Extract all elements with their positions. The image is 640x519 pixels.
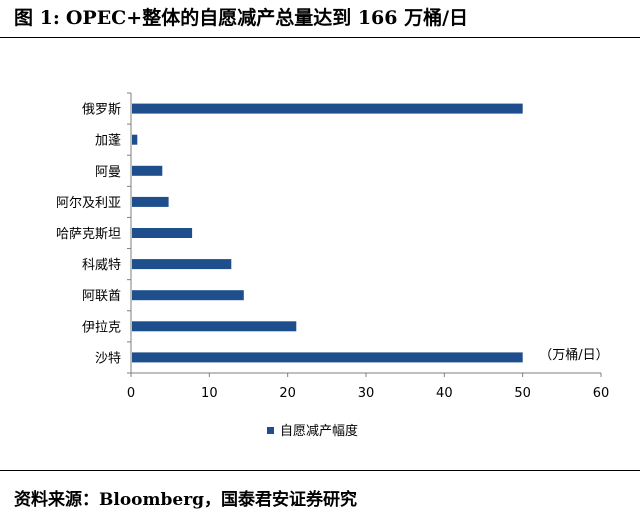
- bar: [132, 228, 193, 238]
- category-label: 哈萨克斯坦: [56, 227, 121, 242]
- unit-label: （万桶/日）: [539, 348, 608, 363]
- x-tick-label: 60: [593, 386, 610, 401]
- category-label: 阿尔及利亚: [56, 196, 121, 211]
- category-label: 加蓬: [95, 134, 121, 149]
- figure-title: 图 1: OPEC+整体的自愿减产总量达到 166 万桶/日: [0, 0, 640, 38]
- bar: [132, 352, 523, 363]
- category-label: 阿联酋: [82, 288, 121, 304]
- bar: [132, 290, 244, 301]
- x-tick-label: 30: [358, 386, 375, 401]
- bar: [132, 134, 138, 145]
- bar: [132, 165, 163, 176]
- category-label: 沙特: [95, 351, 121, 366]
- figure-label: 图 1:: [14, 7, 60, 29]
- x-tick-label: 10: [201, 386, 218, 401]
- figure-title-text: OPEC+整体的自愿减产总量达到 166 万桶/日: [65, 7, 469, 29]
- x-tick-label: 50: [514, 386, 531, 401]
- bar: [132, 196, 169, 207]
- category-label: 阿曼: [95, 165, 121, 180]
- legend-swatch: [267, 427, 274, 434]
- legend-label: 自愿减产幅度: [280, 423, 358, 439]
- category-label: 伊拉克: [82, 320, 121, 335]
- bar: [132, 321, 297, 332]
- x-tick-label: 20: [279, 386, 296, 401]
- x-tick-label: 0: [127, 386, 135, 401]
- x-tick-label: 40: [436, 386, 453, 401]
- bar: [132, 259, 232, 270]
- source-note: 资料来源：Bloomberg，国泰君安证券研究: [0, 470, 640, 519]
- bar: [132, 103, 523, 114]
- category-label: 科威特: [82, 258, 121, 273]
- category-label: 俄罗斯: [82, 103, 121, 118]
